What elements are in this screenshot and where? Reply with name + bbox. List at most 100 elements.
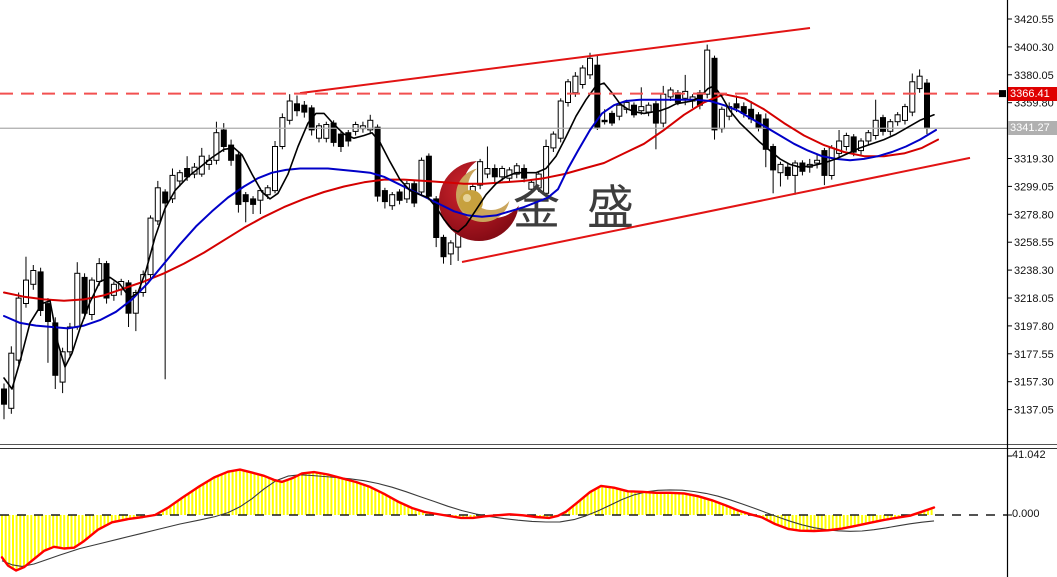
osma-histogram-bar (842, 515, 845, 529)
candle (440, 236, 447, 258)
osma-histogram-bar (890, 515, 893, 519)
candle (374, 126, 381, 197)
osma-histogram-bar (733, 508, 735, 515)
osma-histogram-bar (824, 515, 827, 531)
candle (579, 67, 586, 85)
osma-histogram-bar (257, 474, 260, 515)
osma-histogram-bar (601, 486, 604, 515)
osma-histogram-bar (674, 493, 677, 515)
price-tick-label: 3218.05 (1014, 293, 1054, 305)
osma-histogram-bar (619, 489, 622, 515)
osma-histogram-bar (630, 491, 633, 515)
osma-histogram-bar (820, 515, 823, 531)
osma-histogram-bar (597, 487, 600, 515)
osma-histogram-bar (308, 472, 311, 515)
osma-histogram-bar (253, 473, 256, 515)
osma-histogram-bar (864, 515, 867, 524)
candle (403, 183, 410, 200)
watermark-text: 金 盛 (513, 181, 640, 236)
osma-histogram-bar (121, 515, 124, 521)
price-tick-label: 3157.30 (1014, 377, 1054, 389)
candle (37, 271, 44, 311)
price-tick-label: 3278.80 (1014, 209, 1054, 221)
osma-histogram-bar (330, 475, 333, 515)
osma-histogram-bar (776, 515, 779, 526)
osma-histogram-bar (187, 493, 190, 515)
osma-histogram-bar (381, 493, 384, 515)
osma-histogram-bar (407, 506, 410, 515)
osma-histogram-bar (410, 507, 413, 515)
osma-histogram-bar (857, 515, 860, 526)
osma-histogram-bar (700, 497, 703, 515)
candle (836, 140, 843, 154)
price-tick-label: 3299.05 (1014, 181, 1054, 193)
osma-histogram-bar (52, 515, 55, 548)
osma-histogram-bar (55, 515, 58, 548)
osma-histogram-bar (209, 479, 212, 515)
osma-histogram-bar (12, 515, 14, 569)
candle (594, 64, 601, 128)
candle (535, 173, 542, 189)
osma-histogram-bar (853, 515, 856, 526)
osma-histogram-bar (894, 515, 896, 519)
osma-histogram-bar (579, 500, 582, 515)
osma-histogram-bar (348, 480, 351, 515)
osma-histogram-bar (282, 481, 285, 515)
candle (609, 112, 615, 124)
candle (865, 132, 872, 142)
osma-histogram-bar (923, 510, 926, 515)
osma-histogram-bar (604, 486, 607, 515)
osma-histogram-bar (224, 472, 227, 515)
osma-histogram-bar (586, 494, 589, 515)
osma-histogram-bar (831, 515, 834, 530)
osma-histogram-bar (861, 515, 864, 525)
osma-histogram-bar (575, 503, 578, 515)
osma-histogram-bar (414, 509, 417, 515)
osma-histogram-bar (458, 515, 461, 518)
candle (843, 135, 850, 147)
candle (279, 117, 286, 147)
candle (924, 82, 930, 129)
hline-marker (999, 90, 1006, 98)
osma-histogram-bar (392, 499, 395, 515)
osma-histogram-bar (220, 474, 223, 515)
candle (110, 283, 117, 296)
candle (96, 263, 103, 283)
osma-histogram-bar (59, 515, 62, 548)
candle (733, 103, 740, 109)
osma-histogram-bar (465, 515, 468, 518)
candle (784, 166, 791, 176)
osma-histogram-bar (389, 497, 391, 515)
candle (396, 191, 403, 201)
osma-histogram-bar (425, 512, 428, 515)
osma-histogram-bar (132, 515, 135, 519)
osma-histogram-bar (48, 515, 51, 549)
osma-histogram-bar (590, 491, 593, 515)
candle (425, 155, 432, 197)
osma-histogram-bar (722, 504, 724, 515)
osma-histogram-bar (828, 515, 831, 531)
osma-histogram-bar (707, 499, 710, 515)
osma-histogram-bar (88, 515, 91, 537)
price-tick-label: 3177.55 (1014, 349, 1054, 361)
osma-histogram-bar (809, 515, 812, 531)
channel-upper-trendline (299, 27, 811, 95)
osma-histogram-bar (77, 515, 80, 545)
candle (272, 146, 278, 192)
osma-histogram-bar (714, 501, 717, 515)
osma-histogram-bar (762, 515, 765, 519)
osma-histogram-bar (74, 515, 77, 547)
osma-histogram-bar (696, 496, 699, 515)
osma-histogram-bar (334, 476, 337, 515)
osma-histogram-bar (626, 491, 629, 515)
osma-histogram-bar (23, 515, 25, 568)
candle (762, 118, 769, 150)
candle (8, 352, 15, 409)
candle (814, 159, 821, 164)
osma-histogram-bar (399, 502, 402, 515)
osma-histogram-bar (817, 515, 820, 531)
osma-histogram-bar (165, 508, 168, 515)
bid-price-label: 3341.27 (1008, 121, 1057, 135)
osma-histogram-bar (26, 515, 29, 565)
